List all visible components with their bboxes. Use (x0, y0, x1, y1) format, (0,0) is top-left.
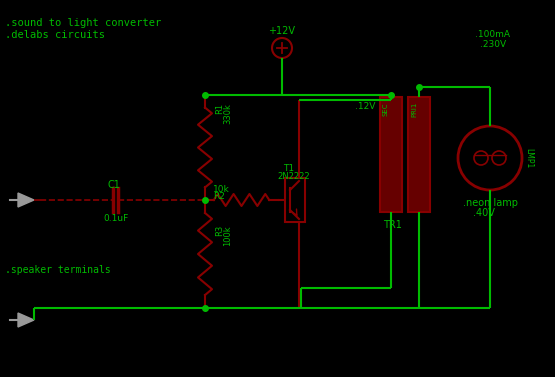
Text: .delabs circuits: .delabs circuits (5, 30, 105, 40)
Text: SEC: SEC (382, 102, 388, 115)
Text: R1: R1 (215, 103, 224, 114)
Text: .100mA: .100mA (475, 30, 510, 39)
Text: R2: R2 (213, 192, 225, 201)
Text: .sound to light converter: .sound to light converter (5, 18, 162, 28)
Bar (380, 97, 402, 212)
Text: .40V: .40V (473, 208, 495, 218)
Text: 330k: 330k (223, 103, 232, 124)
Text: R3: R3 (215, 225, 224, 236)
Bar (285, 178, 305, 222)
Text: PRI1: PRI1 (411, 102, 417, 117)
Text: 0.1uF: 0.1uF (103, 214, 128, 223)
Text: 100k: 100k (223, 225, 232, 246)
Text: .speaker terminals: .speaker terminals (5, 265, 111, 275)
Bar (408, 97, 430, 212)
Text: T1: T1 (283, 164, 294, 173)
Text: 2N2222: 2N2222 (277, 172, 310, 181)
Text: +12V: +12V (269, 26, 295, 36)
Text: .12V: .12V (355, 102, 375, 111)
Polygon shape (18, 193, 34, 207)
Text: C1: C1 (107, 180, 120, 190)
Text: .neon lamp: .neon lamp (463, 198, 518, 208)
Text: 10k: 10k (213, 185, 230, 194)
Polygon shape (18, 313, 34, 327)
Text: LMP1: LMP1 (524, 148, 533, 168)
Text: TR1: TR1 (383, 220, 402, 230)
Text: .230V: .230V (480, 40, 506, 49)
